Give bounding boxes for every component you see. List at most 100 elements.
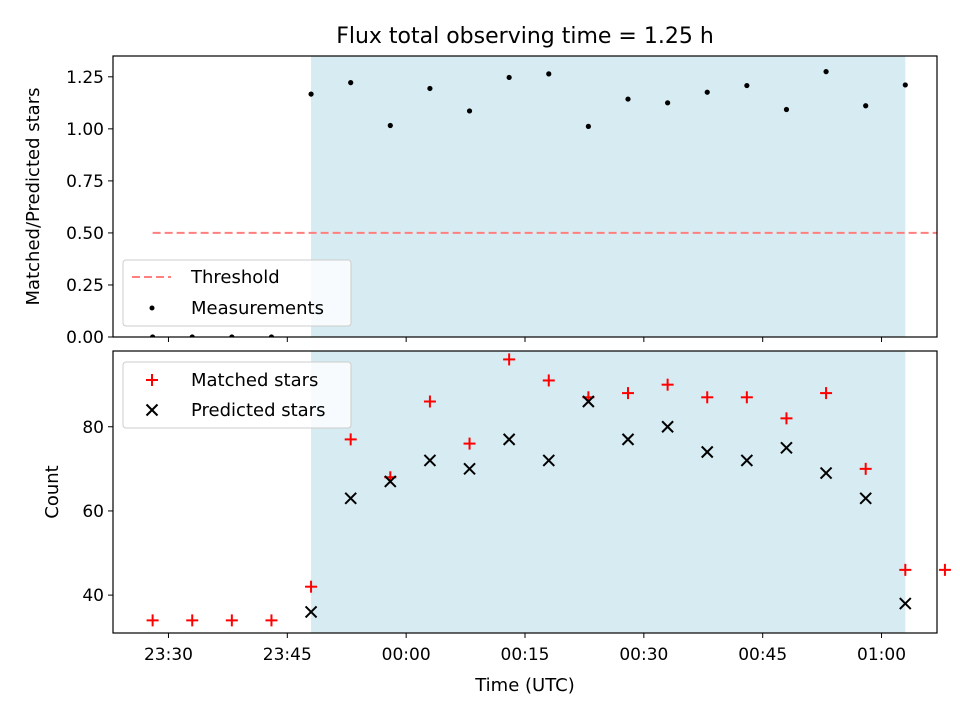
matched-star-point	[701, 391, 714, 404]
measurement-point	[150, 334, 156, 337]
measurements-legend-swatch	[149, 305, 155, 311]
y-tick-label: 80	[82, 418, 104, 438]
y-tick-label: 1.25	[66, 68, 104, 88]
predicted-star-point-b	[740, 454, 754, 467]
legend-cross-marker	[145, 403, 159, 417]
predicted-star-point-b	[661, 420, 674, 433]
predicted-star-point-b	[423, 454, 437, 467]
y-tick-label: 0.50	[66, 224, 104, 244]
predicted-star-point	[423, 454, 437, 467]
bottom-observing-window	[311, 351, 906, 633]
matched-star-point	[146, 614, 159, 627]
measurement-point	[506, 74, 512, 81]
measurement-point	[466, 108, 473, 114]
top-y-ticks: 0.00 0.25 0.50 0.75 1.00 1.25	[66, 68, 113, 348]
bottom-panel: 40 60 80 23:30 23:45 00:00 00:15 00:30 00:45 01:…	[42, 350, 951, 696]
matched-star-point	[740, 391, 753, 404]
x-tick-label: 01:00	[857, 645, 906, 665]
predicted-star-point	[899, 597, 912, 610]
measurement-point	[268, 334, 275, 337]
measurement-point	[189, 334, 195, 337]
legend-cross-marker-b	[145, 403, 159, 417]
measurement-point	[387, 122, 393, 129]
matched-star-point	[186, 614, 199, 627]
predicted-star-point-b	[384, 475, 397, 488]
measurement-point	[823, 69, 829, 75]
predicted-star-point	[344, 492, 357, 505]
top-observing-window	[311, 56, 906, 337]
y-tick-label: 40	[82, 586, 104, 606]
predicted-star-point	[701, 445, 714, 459]
measurement-point	[625, 96, 631, 102]
predicted-star-point-b	[859, 492, 872, 505]
predicted-stars-legend-swatch	[145, 403, 159, 417]
measurement-point	[229, 334, 235, 337]
matched-star-point	[503, 353, 516, 366]
y-tick-label: 1.00	[66, 120, 104, 140]
legend-measurements-label: Measurements	[191, 298, 324, 319]
top-y-axis-label: Matched/Predicted stars	[23, 88, 44, 306]
predicted-star-point	[304, 605, 318, 619]
predicted-star-point-b	[582, 395, 595, 408]
matched-star-point	[661, 378, 674, 391]
matched-star-point	[542, 374, 555, 387]
legend-plus-marker	[146, 374, 158, 386]
top-marks	[150, 69, 947, 339]
matched-star-point	[820, 387, 833, 400]
x-tick-label: 00:00	[382, 645, 431, 665]
measurement-point	[863, 103, 869, 109]
matched-star-point	[622, 387, 634, 400]
matched-star-point	[938, 563, 951, 576]
x-tick-label: 23:30	[144, 645, 193, 665]
legend-matched-stars-label: Matched stars	[191, 370, 318, 391]
measurement-point	[308, 91, 314, 97]
predicted-star-point	[384, 475, 397, 488]
legend-threshold-label: Threshold	[190, 267, 280, 288]
predicted-star-point	[859, 492, 872, 505]
legend-predicted-stars-label: Predicted stars	[191, 400, 325, 421]
bottom-legend: Matched stars Predicted stars	[122, 361, 352, 429]
predicted-star-point-b	[304, 605, 318, 619]
y-tick-label: 60	[82, 502, 104, 522]
matched-stars-legend-swatch	[146, 374, 158, 386]
matched-star-point	[859, 462, 872, 475]
top-x-ticks	[167, 337, 883, 342]
top-legend-box	[122, 259, 352, 327]
predicted-star-point-b	[899, 597, 912, 610]
measurement-point	[427, 85, 433, 92]
predicted-star-point	[780, 441, 793, 455]
matched-star-point	[463, 437, 476, 450]
x-tick-label: 00:30	[619, 645, 668, 665]
predicted-star-point	[463, 462, 476, 476]
predicted-star-point	[740, 454, 754, 467]
measurement-point	[665, 100, 671, 106]
matched-star-point	[344, 433, 357, 446]
predicted-star-point	[819, 466, 833, 480]
y-tick-label: 0.00	[66, 328, 104, 348]
predicted-star-point-b	[344, 492, 357, 505]
measurement-point	[783, 106, 790, 113]
bottom-y-axis-label: Count	[42, 465, 63, 518]
measurement-point	[585, 123, 591, 129]
predicted-star-point-b	[819, 466, 833, 480]
x-tick-label: 00:45	[738, 645, 787, 665]
chart-title: Flux total observing time = 1.25 h	[336, 24, 714, 49]
predicted-star-point-b	[621, 433, 635, 446]
predicted-star-point	[582, 395, 595, 408]
matched-star-point	[305, 580, 318, 593]
measurement-point	[546, 71, 552, 77]
matched-star-point	[265, 614, 278, 627]
predicted-star-point-b	[701, 445, 714, 459]
top-legend: Threshold Measurements	[122, 259, 352, 327]
measurement-point	[348, 80, 354, 86]
measurement-point	[942, 334, 947, 339]
predicted-star-point-b	[463, 462, 476, 476]
y-tick-label: 0.75	[66, 172, 104, 192]
x-axis-label: Time (UTC)	[474, 675, 575, 696]
bottom-marks	[146, 353, 951, 627]
matched-star-point	[780, 412, 793, 425]
measurement-point	[704, 89, 710, 95]
y-tick-label: 0.25	[66, 276, 104, 296]
predicted-star-point	[661, 420, 674, 433]
